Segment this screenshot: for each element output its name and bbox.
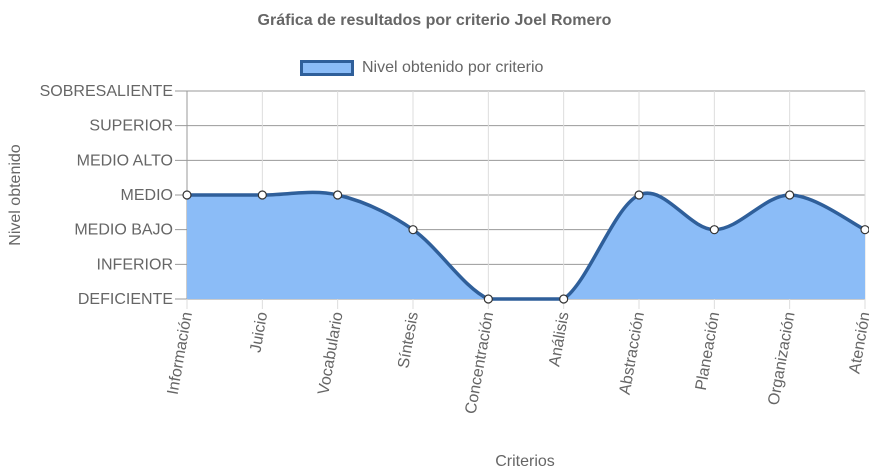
data-point[interactable] bbox=[483, 294, 493, 304]
y-tick-label: SUPERIOR bbox=[89, 118, 173, 135]
data-point[interactable] bbox=[182, 190, 192, 200]
legend-label: Nivel obtenido por criterio bbox=[362, 59, 544, 76]
y-axis-label: Nivel obtenido bbox=[7, 144, 24, 246]
x-tick-label: Atención bbox=[846, 311, 869, 375]
data-point[interactable] bbox=[709, 225, 719, 235]
x-tick-label: Concentración bbox=[463, 311, 498, 416]
x-tick-label: Análisis bbox=[546, 311, 572, 368]
area-layer bbox=[187, 190, 866, 301]
x-tick-label: Juicio bbox=[247, 311, 271, 354]
data-point[interactable] bbox=[559, 294, 569, 304]
point-layer bbox=[182, 190, 869, 304]
x-tick-label: Información bbox=[165, 311, 196, 396]
data-point[interactable] bbox=[408, 225, 418, 235]
legend[interactable]: Nivel obtenido por criterio bbox=[300, 58, 543, 78]
x-axis-label: Criterios bbox=[495, 453, 555, 470]
y-tick-label: MEDIO bbox=[121, 187, 173, 204]
y-tick-label: DEFICIENTE bbox=[78, 291, 173, 308]
data-point[interactable] bbox=[860, 225, 869, 235]
x-tick-label: Organización bbox=[765, 311, 798, 407]
x-tick-labels: Información Juicio Vocabulario Síntesis Conc… bbox=[165, 311, 869, 416]
data-point[interactable] bbox=[333, 190, 343, 200]
x-tick-label: Vocabulario bbox=[315, 311, 346, 396]
y-tick-label: INFERIOR bbox=[97, 256, 173, 273]
y-tick-label: MEDIO ALTO bbox=[77, 152, 173, 169]
y-tick-labels: DEFICIENTE INFERIOR MEDIO BAJO MEDIO MEDIO A… bbox=[40, 83, 173, 308]
series-area bbox=[187, 192, 865, 299]
series-line bbox=[187, 190, 866, 301]
data-point[interactable] bbox=[634, 190, 644, 200]
y-tick-label: MEDIO BAJO bbox=[74, 222, 173, 239]
data-point[interactable] bbox=[785, 190, 795, 200]
chart-title: Gráfica de resultados por criterio Joel … bbox=[257, 12, 612, 29]
data-point[interactable] bbox=[257, 190, 267, 200]
y-tick-label: SOBRESALIENTE bbox=[40, 83, 173, 100]
x-tick-label: Síntesis bbox=[395, 311, 422, 370]
x-tick-label: Planeación bbox=[693, 311, 723, 392]
legend-swatch bbox=[300, 60, 354, 76]
x-tick-label: Abstracción bbox=[617, 311, 648, 396]
